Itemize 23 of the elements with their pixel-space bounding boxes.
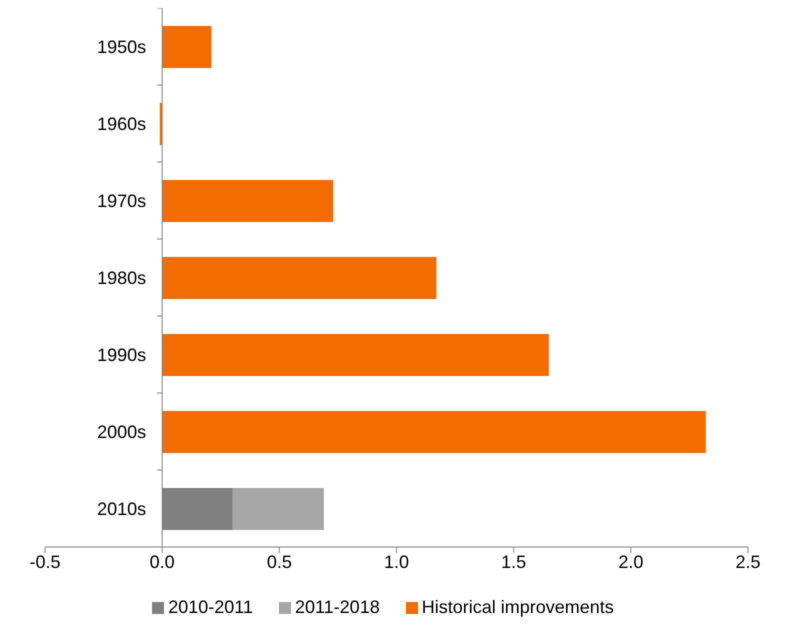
legend-label: 2011-2018 — [294, 597, 380, 617]
y-tick-label: 1950s — [97, 36, 146, 57]
x-tick-label: 1.5 — [501, 552, 526, 572]
y-tick-label: 2000s — [97, 422, 146, 442]
x-tick-label: 0.0 — [150, 552, 175, 572]
legend-label: 2010-2011 — [168, 597, 253, 617]
y-tick-label: 1980s — [97, 268, 146, 288]
bar — [162, 26, 212, 68]
x-tick-label: 0.5 — [266, 552, 292, 572]
x-tick-label: -0.5 — [29, 552, 61, 572]
bar — [232, 488, 324, 530]
y-tick-label: 2010s — [97, 498, 146, 519]
x-tick-label: 2.5 — [735, 552, 761, 572]
legend-label: Historical improvements — [422, 597, 614, 617]
bar — [162, 411, 706, 453]
x-tick-label: 2.0 — [618, 552, 644, 572]
y-tick-label: 1960s — [97, 114, 146, 134]
y-tick-label: 1990s — [97, 344, 146, 365]
y-tick-label: 1970s — [97, 190, 146, 211]
x-tick-label: 1.0 — [384, 552, 410, 572]
bar — [162, 334, 549, 376]
bar — [162, 257, 436, 299]
bar — [162, 180, 334, 222]
